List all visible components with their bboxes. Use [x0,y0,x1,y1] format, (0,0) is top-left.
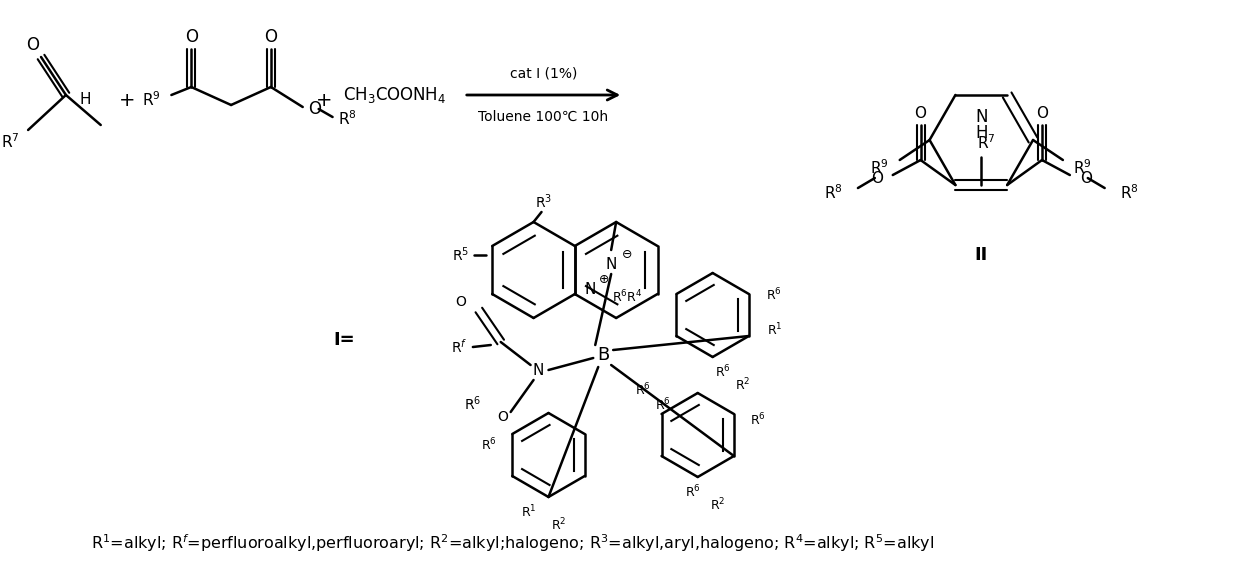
Text: R$^{6}$R$^{4}$: R$^{6}$R$^{4}$ [613,288,642,306]
Text: $\oplus$: $\oplus$ [598,273,609,286]
Text: O: O [455,295,466,309]
Text: R$^{6}$: R$^{6}$ [655,397,671,413]
Text: R$^{8}$: R$^{8}$ [825,184,843,203]
Text: R$^{1}$: R$^{1}$ [521,504,537,520]
Text: R$^{6}$: R$^{6}$ [481,436,497,453]
Text: R$^{8}$: R$^{8}$ [1120,184,1138,203]
Text: R$^{9}$: R$^{9}$ [143,90,161,109]
Text: O: O [308,100,321,118]
Text: R$^{1}$: R$^{1}$ [766,321,782,339]
Text: R$^{6}$: R$^{6}$ [635,382,651,398]
Text: R$^{3}$: R$^{3}$ [534,193,552,211]
Text: H: H [975,124,987,142]
Text: O: O [26,36,40,54]
Text: R$^{7}$: R$^{7}$ [1,133,20,151]
Text: II: II [975,246,988,264]
Text: +: + [316,90,332,109]
Text: cat I (1%): cat I (1%) [510,66,577,80]
Text: R$^{9}$: R$^{9}$ [1074,159,1092,178]
Text: Toluene 100℃ 10h: Toluene 100℃ 10h [479,110,609,124]
Text: B: B [598,346,609,364]
Text: R$^{2}$: R$^{2}$ [711,497,725,513]
Text: +: + [119,90,136,109]
Text: N: N [975,108,987,126]
Text: O: O [915,105,926,121]
Text: N: N [533,362,544,377]
Text: R$^{6}$: R$^{6}$ [684,484,701,500]
Text: H: H [79,92,92,106]
Text: R$^{7}$: R$^{7}$ [977,134,996,152]
Text: $\ominus$: $\ominus$ [621,248,632,261]
Text: O: O [264,28,278,46]
Text: R$^{9}$: R$^{9}$ [870,159,889,178]
Text: R$^{6}$: R$^{6}$ [749,412,765,428]
Text: R$^{5}$: R$^{5}$ [453,246,470,264]
Text: R$^{f}$: R$^{f}$ [450,338,467,356]
Text: N: N [605,257,616,271]
Text: I=: I= [334,331,356,349]
Text: R$^{2}$: R$^{2}$ [551,517,567,533]
Text: R$^{2}$: R$^{2}$ [735,377,750,393]
Text: R$^{6}$: R$^{6}$ [766,287,782,303]
Text: O: O [185,28,198,46]
Text: R$^{6}$: R$^{6}$ [714,364,730,380]
Text: CH$_3$COONH$_4$: CH$_3$COONH$_4$ [342,85,446,105]
Text: N: N [584,282,595,296]
Text: R$^{1}$=alkyl; R$^{f}$=perfluoroalkyl,perfluoroaryl; R$^{2}$=alkyl;halogeno; R$^: R$^{1}$=alkyl; R$^{f}$=perfluoroalkyl,pe… [91,532,934,554]
Text: R$^{6}$: R$^{6}$ [464,395,481,413]
Text: R$^{8}$: R$^{8}$ [339,110,357,129]
Text: O: O [1035,105,1048,121]
Text: O: O [870,171,883,185]
Text: O: O [1080,171,1091,185]
Text: O: O [497,410,508,424]
